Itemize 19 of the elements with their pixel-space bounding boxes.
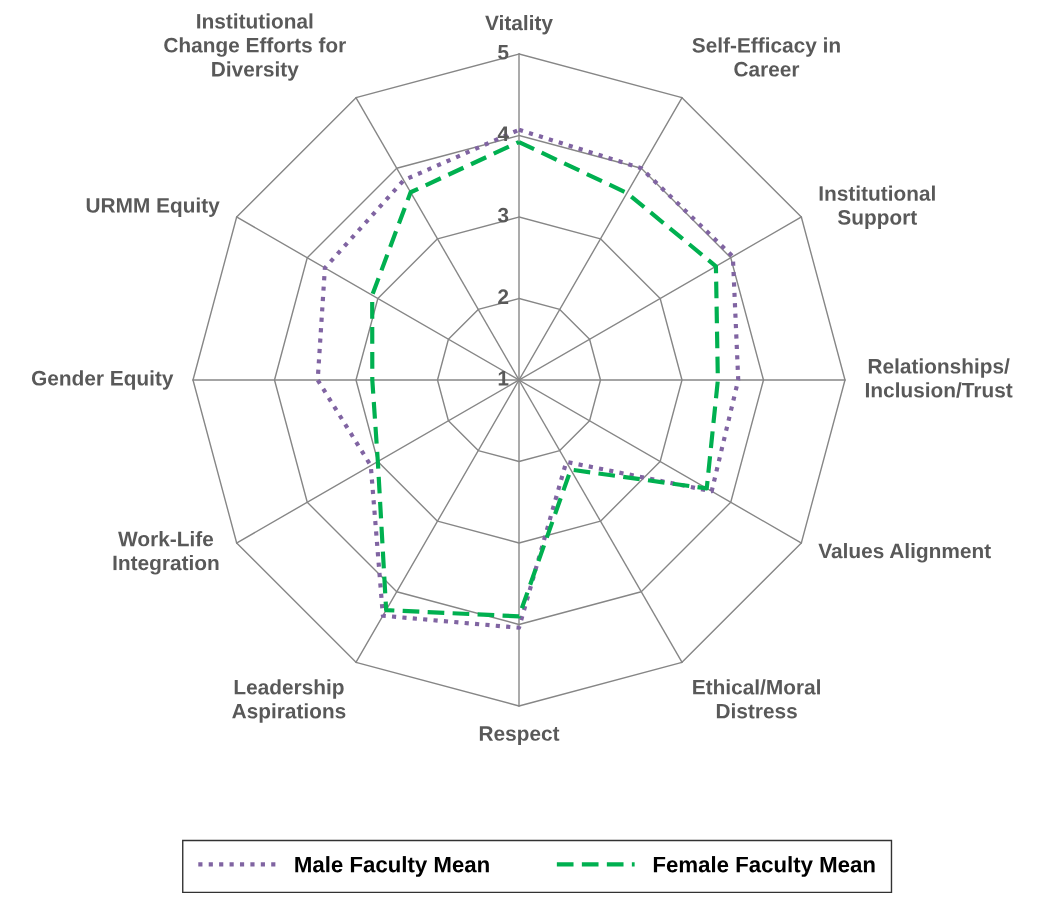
y-tick-label: 5 (498, 45, 509, 60)
y-tick-label: 3 (497, 207, 509, 223)
spoke-label: Ethical/Moral Distress (693, 679, 820, 719)
spoke-label: Institutional Change Efforts for Diversity (164, 13, 346, 81)
spoke-label: Self-Efficacy in Career (692, 37, 840, 77)
spoke-label: Respect (479, 726, 560, 745)
y-tick-label: 1 (498, 371, 509, 386)
spoke-label: Leadership Aspirations (232, 679, 346, 723)
y-tick-label: 4 (497, 126, 509, 141)
legend-label: Male Faculty Mean (295, 856, 489, 877)
spoke-label: Gender Equity (31, 370, 174, 390)
spoke-label: Relationships/ Inclusion/Trust (865, 358, 1013, 398)
spoke-label: Institutional Support (819, 185, 935, 229)
spoke-label: Vitality (485, 15, 553, 35)
legend-label: Female Faculty Mean (653, 856, 875, 877)
spoke-label: URMM Equity (86, 197, 220, 217)
spoke-label: Values Alignment (818, 543, 991, 563)
y-tick-label: 2 (498, 289, 509, 304)
spoke-label: Work-Life Integration (113, 531, 219, 575)
